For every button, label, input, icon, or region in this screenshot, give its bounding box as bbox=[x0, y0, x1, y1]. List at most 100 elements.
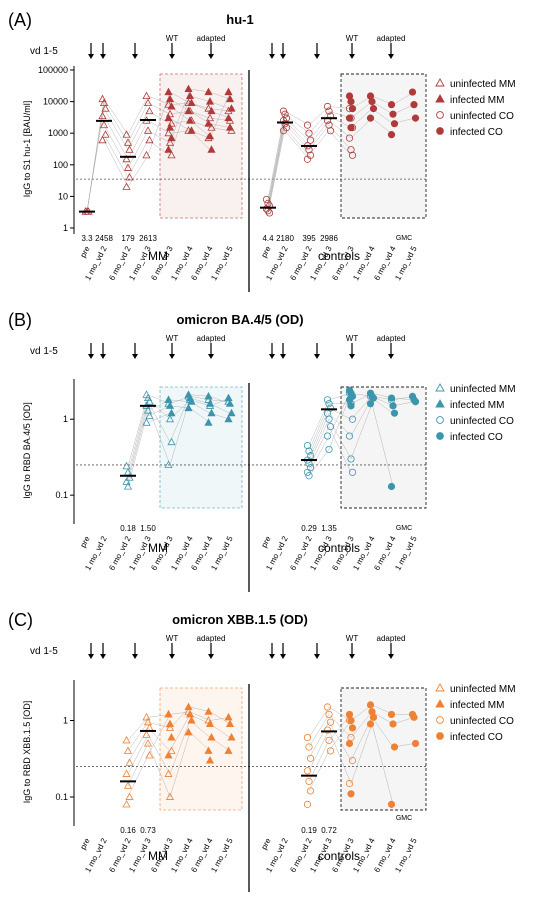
subject-line bbox=[209, 91, 231, 100]
dose-arrow-head bbox=[269, 354, 275, 359]
infected-co-point bbox=[387, 482, 396, 491]
uninfected-mm-point bbox=[122, 477, 131, 485]
uninfected-mm-point bbox=[165, 792, 175, 800]
infected-co-point bbox=[369, 394, 378, 402]
subject-line bbox=[147, 120, 171, 134]
legend-label: uninfected MM bbox=[450, 79, 516, 90]
infected-co-point bbox=[411, 114, 420, 122]
uninfected-mm-point bbox=[164, 460, 173, 468]
dose-arrow-head bbox=[169, 54, 175, 59]
legend-label: infected CO bbox=[450, 732, 503, 743]
category-label: pre bbox=[259, 244, 273, 259]
uninfected-mm-point bbox=[125, 172, 134, 181]
subject-line bbox=[328, 106, 352, 109]
uninfected-co-point bbox=[281, 120, 289, 128]
uninfected-mm-point bbox=[142, 712, 151, 721]
infected-mm-point bbox=[204, 418, 213, 426]
gmc-value: 395 bbox=[302, 234, 316, 243]
dose-arrow-head bbox=[349, 354, 355, 359]
subject-line bbox=[147, 401, 171, 443]
dose-arrow-head bbox=[208, 54, 214, 59]
category-label: pre bbox=[259, 836, 273, 851]
uninfected-mm-point bbox=[122, 461, 131, 470]
subject-line bbox=[308, 729, 330, 771]
subject-line bbox=[147, 405, 171, 417]
y-tick-label: 0.1 bbox=[55, 490, 68, 500]
subject-line bbox=[308, 106, 330, 126]
legend-label: uninfected CO bbox=[450, 716, 514, 727]
infected-mm-point bbox=[164, 710, 173, 718]
subject-line bbox=[189, 711, 211, 721]
subject-line bbox=[284, 120, 310, 146]
panel-letter: (C) bbox=[8, 610, 33, 630]
subject-line bbox=[350, 101, 373, 119]
uninfected-co-point bbox=[305, 743, 313, 751]
subject-line bbox=[350, 723, 373, 784]
uninfected-mm-point bbox=[99, 120, 109, 129]
subject-line bbox=[103, 115, 129, 160]
infected-mm-point bbox=[225, 123, 235, 131]
subject-line bbox=[127, 743, 149, 786]
uninfected-mm-point bbox=[98, 135, 107, 144]
group-label: MM bbox=[148, 541, 168, 555]
dose-label: vd 1-5 bbox=[30, 346, 58, 357]
subject-line bbox=[308, 115, 330, 141]
uninfected-co-point bbox=[323, 396, 332, 404]
dose-arrow-head bbox=[208, 354, 214, 359]
uninfected-mm-point bbox=[205, 113, 215, 122]
infected-mm-point bbox=[164, 87, 173, 96]
infected-mm-point bbox=[205, 719, 215, 727]
panel-title: omicron XBB.1.5 (OD) bbox=[172, 612, 308, 627]
subject-line bbox=[308, 110, 330, 134]
uninfected-co-point bbox=[345, 432, 354, 440]
uninfected-co-point bbox=[348, 415, 357, 423]
subject-line bbox=[147, 102, 171, 115]
uninfected-mm-point bbox=[145, 411, 154, 420]
infected-co-point bbox=[389, 720, 397, 728]
legend-label: infected CO bbox=[450, 127, 503, 138]
subject-line bbox=[169, 714, 191, 752]
infected-mm-point bbox=[224, 746, 233, 754]
subject-line bbox=[127, 155, 149, 188]
uninfected-mm-point bbox=[143, 98, 153, 107]
legend-marker bbox=[436, 716, 444, 724]
dose-arrow-head bbox=[88, 654, 94, 659]
uninfected-mm-point bbox=[167, 746, 176, 754]
uninfected-mm-point bbox=[123, 138, 133, 146]
subject-line bbox=[350, 711, 373, 738]
gmc-value: 0.19 bbox=[301, 826, 317, 835]
uninfected-co-point bbox=[347, 455, 355, 463]
uninfected-co-point bbox=[325, 400, 333, 408]
subject-line bbox=[284, 130, 310, 160]
infected-mm-point bbox=[207, 733, 216, 741]
subject-line bbox=[127, 110, 149, 150]
dose-arrow-head bbox=[388, 54, 394, 59]
subject-line bbox=[328, 714, 352, 738]
infected-mm-point bbox=[205, 131, 215, 140]
gmc-value: 2458 bbox=[95, 234, 113, 243]
subject-line bbox=[328, 419, 352, 460]
dose-arrow-head bbox=[349, 654, 355, 659]
infected-co-point bbox=[369, 713, 378, 721]
subject-line bbox=[147, 714, 171, 756]
panel-1: (A) hu-1 vd 1-5 WT adapted WT adapted 1 10 100 100… bbox=[8, 10, 516, 292]
panel-title: hu-1 bbox=[226, 12, 253, 27]
infected-mm-point bbox=[227, 733, 236, 741]
gmc-value: 0.72 bbox=[321, 826, 337, 835]
subject-line bbox=[169, 399, 191, 402]
uninfected-co-point bbox=[323, 726, 332, 734]
panel-letter: (B) bbox=[8, 310, 32, 330]
uninfected-co-point bbox=[306, 136, 315, 144]
y-tick-label: 10 bbox=[58, 191, 68, 201]
uninfected-co-point bbox=[325, 107, 333, 115]
gmc-value: 1.50 bbox=[140, 524, 156, 533]
dose-arrow-head bbox=[269, 654, 275, 659]
subject-line bbox=[209, 403, 231, 414]
infected-co-point bbox=[387, 800, 396, 808]
subject-line bbox=[127, 130, 149, 168]
gmc-value: 179 bbox=[121, 234, 135, 243]
legend-label: uninfected CO bbox=[450, 111, 514, 122]
uninfected-co-point bbox=[303, 441, 312, 450]
uninfected-co-point bbox=[305, 777, 313, 785]
